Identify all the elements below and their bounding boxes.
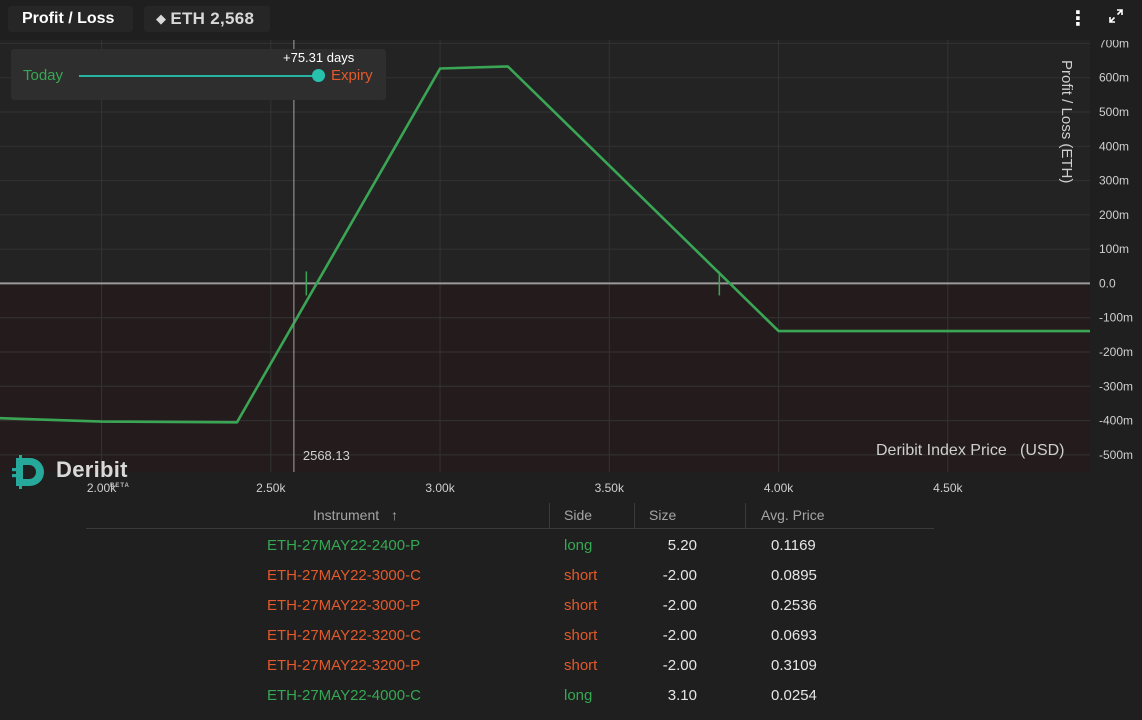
table-row[interactable]: ETH-27MAY22-2400-P long 5.20 0.1169 — [86, 531, 934, 561]
y-tick-label: -200m — [1099, 345, 1133, 359]
y-axis-ticks: 700m 600m 500m 400m 300m 200m 100m 0.0 -100m -200… — [1099, 36, 1133, 462]
sort-ascending-icon[interactable]: ↑ — [391, 507, 399, 523]
slider-track[interactable] — [79, 75, 319, 77]
column-separator[interactable] — [745, 503, 746, 529]
y-tick-label: 200m — [1099, 208, 1129, 222]
table-row[interactable]: ETH-27MAY22-3200-P short -2.00 0.3109 — [86, 651, 934, 681]
deribit-logo: Deribit BETA — [12, 455, 142, 495]
pnl-chart-svg: 2568.13 700m 600m 500m 400m 300m 200m 100m 0.0 -… — [0, 36, 1133, 495]
x-axis-title: Deribit Index Price (USD) — [876, 442, 1065, 459]
instrument-cell[interactable]: ETH-27MAY22-4000-C — [267, 687, 421, 704]
slider-handle[interactable] — [312, 69, 325, 82]
side-cell: short — [564, 627, 598, 644]
beta-badge: BETA — [110, 483, 130, 489]
expand-glyph — [1109, 9, 1123, 23]
breakeven-marks — [305, 271, 721, 296]
avg-price-cell: 0.0693 — [771, 627, 817, 644]
x-tick-label: 3.50k — [595, 481, 625, 495]
ethereum-icon: ◆ — [156, 11, 167, 26]
x-tick-label: 4.50k — [933, 481, 963, 495]
x-tick-label: 4.00k — [764, 481, 794, 495]
size-cell: -2.00 — [662, 657, 697, 674]
current-price-label: 2568.13 — [303, 448, 350, 463]
time-slider[interactable]: Today Expiry — [11, 49, 386, 100]
y-tick-label: -300m — [1099, 379, 1133, 393]
days-offset-label: +75.31 days — [283, 50, 355, 65]
y-tick-label: 0.0 — [1099, 276, 1116, 290]
side-cell: long — [564, 537, 593, 554]
table-row[interactable]: ETH-27MAY22-3000-P short -2.00 0.2536 — [86, 591, 934, 621]
size-cell: -2.00 — [662, 627, 697, 644]
column-header-instrument[interactable]: Instrument ↑ — [313, 502, 398, 529]
column-header-instrument-label: Instrument — [313, 507, 380, 523]
y-tick-label: 500m — [1099, 105, 1129, 119]
y-axis-title: Profit / Loss (ETH) — [1058, 60, 1075, 183]
deribit-logo-icon — [12, 455, 44, 489]
y-tick-label: 100m — [1099, 242, 1129, 256]
size-cell: 5.20 — [667, 537, 697, 554]
avg-price-cell: 0.2536 — [771, 597, 817, 614]
avg-price-cell: 0.0254 — [771, 687, 817, 704]
size-cell: -2.00 — [662, 567, 697, 584]
instrument-cell[interactable]: ETH-27MAY22-2400-P — [267, 537, 421, 554]
y-tick-label: 700m — [1099, 40, 1129, 50]
deribit-logo-text: Deribit — [56, 457, 128, 482]
panel-title: Profit / Loss — [8, 6, 133, 32]
side-cell: short — [564, 567, 598, 584]
instrument-cell[interactable]: ETH-27MAY22-3200-C — [267, 627, 421, 644]
table-row[interactable]: ETH-27MAY22-4000-C long 3.10 0.0254 — [86, 681, 934, 711]
y-tick-label: -400m — [1099, 414, 1133, 428]
y-tick-label: -500m — [1099, 448, 1133, 462]
side-cell: short — [564, 597, 598, 614]
avg-price-cell: 0.0895 — [771, 567, 817, 584]
loss-area — [0, 283, 1090, 472]
side-cell: long — [564, 687, 593, 704]
pnl-chart[interactable]: 2568.13 700m 600m 500m 400m 300m 200m 100m 0.0 -… — [0, 36, 1142, 500]
pnl-line — [0, 65, 1090, 424]
more-options-icon[interactable]: ⋮ — [1068, 8, 1088, 30]
size-cell: -2.00 — [662, 597, 697, 614]
table-row[interactable]: ETH-27MAY22-3200-C short -2.00 0.0693 — [86, 621, 934, 651]
table-row[interactable]: ETH-27MAY22-3000-C short -2.00 0.0895 — [86, 561, 934, 591]
y-tick-label: -100m — [1099, 311, 1133, 325]
column-separator[interactable] — [549, 503, 550, 529]
eth-price-label: ETH 2,568 — [170, 9, 255, 28]
positions-table-header: Instrument ↑ Side Size Avg. Price — [86, 502, 934, 529]
slider-today-label: Today — [23, 67, 64, 84]
instrument-cell[interactable]: ETH-27MAY22-3200-P — [267, 657, 421, 674]
y-tick-label: 600m — [1099, 71, 1129, 85]
side-cell: short — [564, 657, 598, 674]
slider-expiry-label: Expiry — [331, 67, 373, 84]
eth-price-selector[interactable]: ◆ ETH 2,568 — [144, 6, 270, 32]
x-tick-label: 2.00k — [87, 481, 117, 495]
avg-price-cell: 0.1169 — [771, 537, 816, 554]
size-cell: 3.10 — [667, 687, 697, 704]
column-header-avg-price[interactable]: Avg. Price — [761, 507, 825, 523]
instrument-cell[interactable]: ETH-27MAY22-3000-C — [267, 567, 421, 584]
x-tick-label: 2.50k — [256, 481, 286, 495]
instrument-cell[interactable]: ETH-27MAY22-3000-P — [267, 597, 421, 614]
expand-icon[interactable] — [1104, 8, 1128, 32]
y-tick-label: 400m — [1099, 139, 1129, 153]
top-bar: Profit / Loss ◆ ETH 2,568 ⋮ — [0, 0, 1142, 40]
column-separator[interactable] — [634, 503, 635, 529]
column-header-side[interactable]: Side — [564, 507, 593, 523]
x-tick-label: 3.00k — [425, 481, 455, 495]
y-tick-label: 300m — [1099, 174, 1129, 188]
column-header-size[interactable]: Size — [649, 507, 677, 523]
x-axis-ticks: 2.00k 2.50k 3.00k 3.50k 4.00k 4.50k — [87, 481, 964, 495]
avg-price-cell: 0.3109 — [771, 657, 817, 674]
